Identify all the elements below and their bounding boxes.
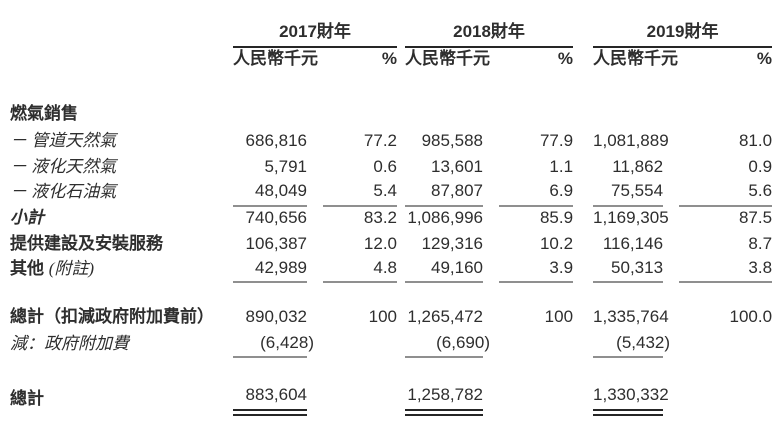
row-label: 小計 — [10, 208, 44, 227]
table-row-subtotal: 小計 740,656 83.2 1,086,996 85.9 1,169,305… — [10, 206, 772, 232]
amount-cell: 1,169,305 — [593, 208, 669, 227]
amount-cell: (6,428) — [233, 330, 314, 359]
percent-cell — [679, 330, 772, 357]
percent-cell: 77.2 — [363, 131, 398, 151]
table-row-total-before-surcharges: 總計（扣減政府附加費前） 890,032 100 1,265,472 100 1… — [10, 302, 772, 330]
amount-cell: (5,432) — [593, 330, 670, 359]
amount-cell: 50,313 — [593, 257, 664, 284]
percent-cell: 12.0 — [363, 234, 398, 253]
amount-cell: 116,146 — [602, 234, 664, 253]
row-label: 減：政府附加費 — [10, 333, 129, 353]
spacer-row — [10, 73, 772, 101]
percent-cell: 10.2 — [539, 234, 574, 253]
table-row-lng: － 液化天然氣 5,791 0.6 13,601 1.1 11,862 0.9 — [10, 155, 772, 181]
amount-cell: 1,086,996 — [407, 208, 484, 227]
percent-cell — [323, 385, 397, 412]
amount-cell: 49,160 — [405, 257, 484, 284]
percent-symbol-2017: % — [381, 49, 398, 69]
note-reference: (附註) — [48, 258, 95, 278]
unit-label-2019: 人民幣千元 — [593, 49, 679, 69]
table-row-construction-services: 提供建設及安裝服務 106,387 12.0 129,316 10.2 116,… — [10, 232, 772, 258]
row-label: 總計 — [10, 388, 44, 408]
spacer-row — [10, 357, 772, 385]
unit-label-2017: 人民幣千元 — [233, 49, 318, 69]
table-row-less-government-surcharges: 減：政府附加費 (6,428) (6,690) (5,432) — [10, 330, 772, 359]
row-label: 總計（扣減政府附加費前） — [10, 306, 214, 326]
amount-cell: 42,989 — [233, 257, 307, 284]
percent-cell: 0.6 — [373, 157, 398, 177]
table-row-grand-total: 總計 883,604 1,258,782 1,330,332 — [10, 385, 772, 416]
amount-cell: 48,049 — [233, 181, 307, 207]
year-header-2018: 2018財年 — [405, 20, 574, 48]
percent-cell: 1.1 — [549, 157, 574, 177]
year-header-row: 2017財年 2018財年 2019財年 — [10, 20, 773, 48]
revenue-breakdown-table: 2017財年 2018財年 2019財年 人民幣千元 % 人民幣千元 % 人民幣… — [10, 20, 773, 416]
amount-cell: 11,862 — [612, 157, 664, 177]
row-label: － 液化石油氣 — [10, 182, 117, 201]
negative-amount: (6,690) — [436, 332, 491, 352]
row-label: － 液化天然氣 — [10, 157, 117, 177]
percent-cell: 5.4 — [323, 181, 398, 207]
amount-cell: 75,554 — [593, 181, 664, 207]
amount-cell: 13,601 — [431, 157, 484, 177]
percent-cell: 3.8 — [679, 257, 773, 284]
percent-cell: 3.9 — [499, 257, 574, 284]
percent-cell: 100 — [544, 306, 574, 326]
amount-cell: 1,335,764 — [593, 306, 669, 326]
table-row-gas-sales-section: 燃氣銷售 — [10, 101, 772, 128]
amount-cell: 890,032 — [245, 306, 307, 326]
percent-cell: 85.9 — [539, 208, 574, 227]
percent-cell: 100.0 — [729, 306, 773, 326]
unit-label-2018: 人民幣千元 — [405, 49, 491, 69]
percent-cell — [679, 385, 772, 412]
amount-cell: 1,330,332 — [593, 385, 669, 416]
amount-cell: 1,265,472 — [407, 306, 484, 326]
spacer-row — [10, 282, 772, 302]
amount-cell: 87,807 — [405, 181, 484, 207]
row-label: 其他 (附註) — [10, 258, 233, 283]
row-label: 燃氣銷售 — [10, 104, 78, 124]
percent-cell — [499, 330, 573, 357]
percent-symbol-2019: % — [756, 49, 773, 69]
percent-cell: 83.2 — [363, 208, 398, 227]
percent-cell: 87.5 — [738, 208, 773, 227]
row-label: － 管道天然氣 — [10, 131, 117, 151]
year-header-2019: 2019財年 — [593, 20, 773, 48]
amount-cell: 740,656 — [245, 208, 307, 227]
row-label: 提供建設及安裝服務 — [10, 234, 163, 253]
percent-cell: 8.7 — [748, 234, 773, 253]
amount-cell: 883,604 — [233, 385, 307, 416]
percent-cell — [499, 385, 573, 412]
amount-cell: 106,387 — [245, 234, 307, 253]
percent-cell: 77.9 — [539, 131, 574, 151]
percent-cell: 4.8 — [323, 257, 398, 284]
percent-cell: 0.9 — [748, 157, 773, 177]
amount-cell: (6,690) — [405, 330, 490, 359]
amount-cell: 686,816 — [245, 131, 307, 151]
amount-cell: 1,081,889 — [593, 131, 669, 151]
percent-cell: 5.6 — [679, 181, 773, 207]
table-row-lpg: － 液化石油氣 48,049 5.4 87,807 6.9 75,554 5.6 — [10, 181, 773, 207]
percent-symbol-2018: % — [557, 49, 574, 69]
amount-cell: 985,588 — [421, 131, 484, 151]
header-spacer — [10, 20, 233, 47]
amount-cell: 5,791 — [264, 157, 307, 177]
others-label: 其他 — [10, 258, 44, 278]
table-row-pipeline-gas: － 管道天然氣 686,816 77.2 985,588 77.9 1,081,… — [10, 128, 772, 155]
negative-amount: (6,428) — [260, 332, 314, 352]
percent-cell — [323, 330, 397, 357]
percent-cell: 100 — [368, 306, 398, 326]
amount-cell: 1,258,782 — [405, 385, 484, 416]
percent-cell: 6.9 — [499, 181, 574, 207]
year-header-2017: 2017財年 — [233, 20, 398, 48]
percent-cell: 81.0 — [738, 131, 773, 151]
amount-cell: 129,316 — [421, 234, 484, 253]
negative-amount: (5,432) — [616, 332, 671, 352]
table-row-others: 其他 (附註) 42,989 4.8 49,160 3.9 50,313 3.8 — [10, 257, 773, 284]
unit-header-row: 人民幣千元 % 人民幣千元 % 人民幣千元 % — [10, 47, 772, 73]
